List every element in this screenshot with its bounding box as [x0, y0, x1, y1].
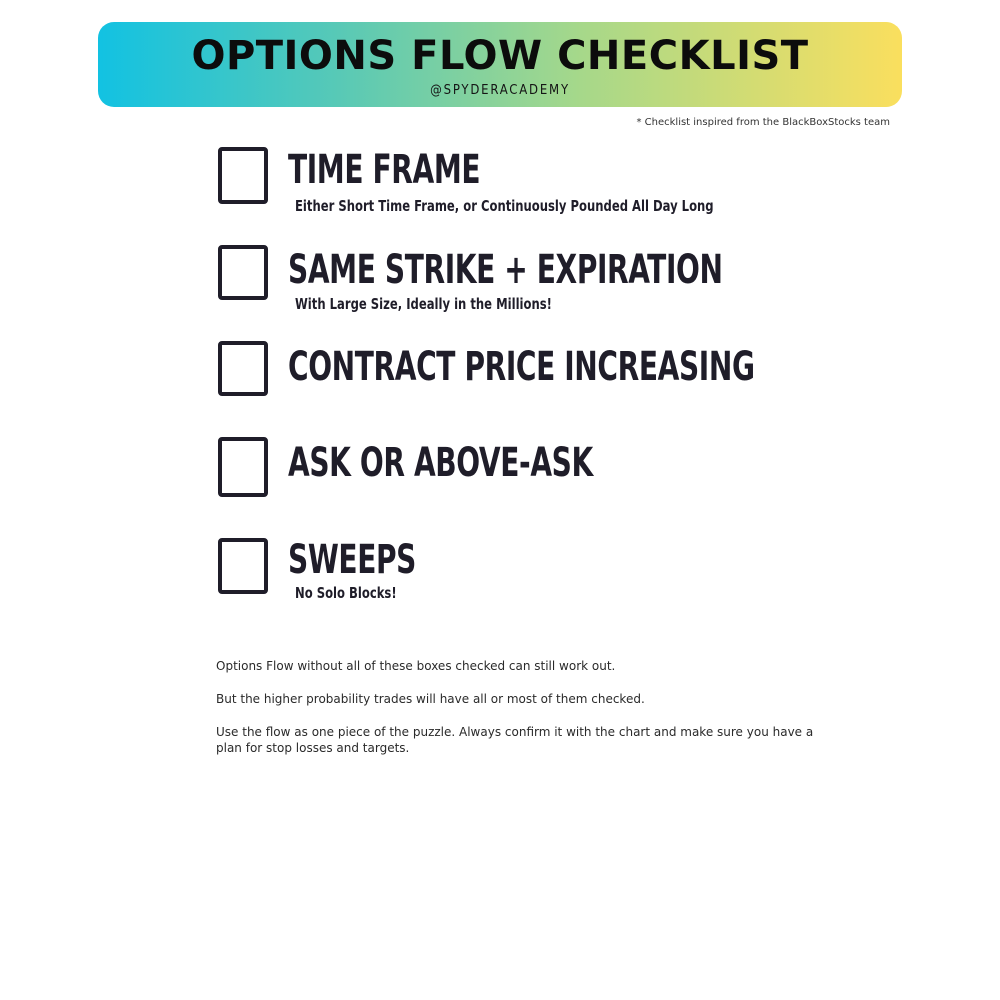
checklist-item-title: TIME FRAME [288, 147, 481, 193]
checkbox[interactable] [218, 538, 268, 594]
notes: Options Flow without all of these boxes … [216, 658, 838, 773]
checklist-item-title: CONTRACT PRICE INCREASING [288, 344, 755, 390]
header-banner: OPTIONS FLOW CHECKLIST @SPYDERACADEMY [98, 22, 902, 107]
checkbox[interactable] [218, 245, 268, 300]
checklist-item-same-strike: SAME STRIKE + EXPIRATION With Large Size… [216, 245, 836, 320]
checklist-item-ask: ASK OR ABOVE-ASK [216, 437, 836, 499]
checklist-item-sweeps: SWEEPS No Solo Blocks! [216, 536, 836, 606]
checkbox[interactable] [218, 341, 268, 396]
checklist-item-subtitle: With Large Size, Ideally in the Millions… [295, 295, 552, 313]
note-paragraph: Options Flow without all of these boxes … [216, 659, 616, 673]
checklist-item-subtitle: No Solo Blocks! [295, 584, 397, 602]
checkbox[interactable] [218, 147, 268, 204]
checklist-item-contract-price: CONTRACT PRICE INCREASING [216, 341, 836, 401]
page-title: OPTIONS FLOW CHECKLIST [191, 33, 809, 79]
credit-note: * Checklist inspired from the BlackBoxSt… [636, 117, 890, 128]
author-handle: @SPYDERACADEMY [430, 83, 570, 98]
checklist-item-subtitle: Either Short Time Frame, or Continuously… [295, 197, 714, 215]
checkbox[interactable] [218, 437, 268, 497]
checklist-item-title: SWEEPS [288, 537, 416, 583]
checklist-item-title: ASK OR ABOVE-ASK [288, 440, 593, 486]
note-paragraph: But the higher probability trades will h… [216, 692, 645, 706]
note-paragraph: Use the flow as one piece of the puzzle.… [216, 725, 814, 755]
checklist-item-time-frame: TIME FRAME Either Short Time Frame, or C… [216, 146, 836, 226]
checklist-item-title: SAME STRIKE + EXPIRATION [288, 247, 723, 293]
